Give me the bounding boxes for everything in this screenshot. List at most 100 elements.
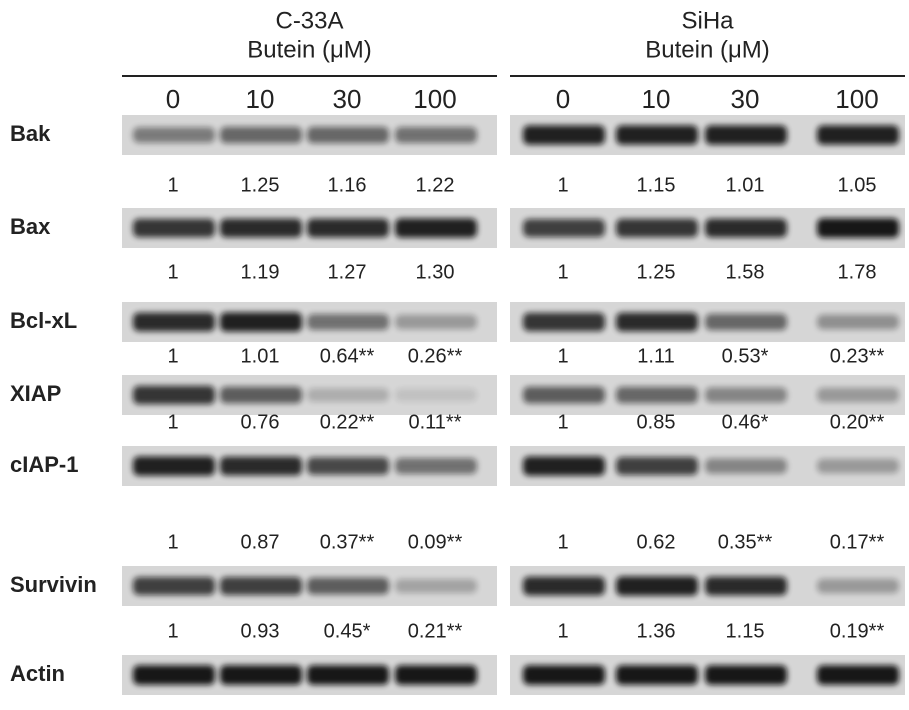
- band: [616, 387, 698, 403]
- quantification-value: 0.46*: [722, 411, 769, 433]
- dose-label: 100: [413, 84, 456, 114]
- band: [523, 125, 605, 144]
- band: [523, 313, 605, 331]
- dose-label: 10: [246, 84, 275, 114]
- blot-strip: [510, 208, 905, 248]
- band: [616, 313, 698, 332]
- quantification-value: 1: [167, 411, 178, 433]
- band: [220, 457, 302, 476]
- band: [523, 387, 605, 404]
- dose-label: 30: [333, 84, 362, 114]
- quantification-value: 1.16: [328, 174, 367, 196]
- blot-strip: [122, 375, 497, 415]
- band: [133, 577, 215, 595]
- blot-strip: [510, 655, 905, 695]
- quantification-value: 0.26**: [408, 345, 463, 367]
- protein-label: XIAP: [10, 381, 61, 406]
- band: [817, 315, 899, 330]
- quantification-value: 1.19: [241, 261, 280, 283]
- band: [616, 576, 698, 595]
- band: [133, 219, 215, 237]
- quantification-value: 1: [557, 531, 568, 553]
- protein-label: cIAP-1: [10, 452, 78, 477]
- quantification-value: 1.30: [416, 261, 455, 283]
- protein-label: Actin: [10, 661, 65, 686]
- blot-strip: [510, 375, 905, 415]
- treatment: Butein (μM): [247, 36, 372, 63]
- quantification-value: 1.22: [416, 174, 455, 196]
- quantification-value: 0.09**: [408, 531, 463, 553]
- quantification-value: 1: [167, 345, 178, 367]
- band: [395, 579, 477, 593]
- protein-label: Survivin: [10, 572, 97, 597]
- western-blot-figure: BakBaxBcl-xLXIAPcIAP-1SurvivinActinC-33A…: [0, 0, 909, 705]
- band: [395, 315, 477, 329]
- blot-strip: [122, 566, 497, 606]
- quantification-value: 0.53*: [722, 345, 769, 367]
- band: [133, 386, 215, 404]
- quantification-value: 0.23**: [830, 345, 885, 367]
- quantification-value: 0.20**: [830, 411, 885, 433]
- quantification-value: 0.35**: [718, 531, 773, 553]
- band: [523, 577, 605, 596]
- quantification-value: 1.58: [726, 261, 765, 283]
- quantification-value: 0.76: [241, 411, 280, 433]
- band: [307, 127, 389, 143]
- quantification-value: 1.78: [838, 261, 877, 283]
- treatment: Butein (μM): [645, 36, 770, 63]
- band: [616, 665, 698, 685]
- quantification-value: 1.11: [637, 345, 674, 367]
- band: [220, 665, 302, 685]
- quantification-value: 1: [167, 531, 178, 553]
- cell-line: SiHa: [681, 7, 734, 34]
- band: [705, 665, 787, 685]
- quantification-value: 1: [557, 174, 568, 196]
- band: [133, 665, 215, 685]
- blot-strip: [510, 446, 905, 486]
- quantification-value: 0.87: [241, 531, 280, 553]
- band: [616, 125, 698, 144]
- band: [523, 456, 605, 475]
- band: [133, 313, 215, 332]
- band: [395, 665, 477, 685]
- quantification-value: 0.93: [241, 620, 280, 642]
- band: [705, 577, 787, 596]
- blot-strip: [122, 208, 497, 248]
- band: [817, 125, 899, 144]
- quantification-value: 0.19**: [830, 620, 885, 642]
- band: [817, 218, 899, 238]
- quantification-value: 0.85: [637, 411, 676, 433]
- band: [307, 457, 389, 475]
- band: [395, 127, 477, 143]
- quantification-value: 1.15: [637, 174, 676, 196]
- blot-strip: [122, 446, 497, 486]
- quantification-value: 1: [557, 261, 568, 283]
- band: [307, 219, 389, 238]
- dose-label: 100: [835, 84, 878, 114]
- dose-label: 0: [166, 84, 180, 114]
- dose-label: 0: [556, 84, 570, 114]
- quantification-value: 1.01: [241, 345, 280, 367]
- band: [395, 389, 477, 402]
- band: [220, 387, 302, 404]
- band: [817, 665, 899, 685]
- quantification-value: 1: [557, 620, 568, 642]
- band: [220, 127, 302, 143]
- band: [705, 219, 787, 238]
- band: [705, 387, 787, 402]
- band: [133, 127, 215, 143]
- band: [705, 458, 787, 473]
- band: [133, 456, 215, 475]
- quantification-value: 0.22**: [320, 411, 375, 433]
- quantification-value: 0.17**: [830, 531, 885, 553]
- dose-label: 30: [731, 84, 760, 114]
- band: [817, 459, 899, 473]
- quantification-value: 1.15: [726, 620, 765, 642]
- quantification-value: 1: [167, 620, 178, 642]
- quantification-value: 0.11**: [408, 411, 461, 433]
- band: [616, 219, 698, 237]
- quantification-value: 1.05: [838, 174, 877, 196]
- band: [220, 312, 302, 331]
- quantification-value: 0.62: [637, 531, 676, 553]
- band: [395, 458, 477, 474]
